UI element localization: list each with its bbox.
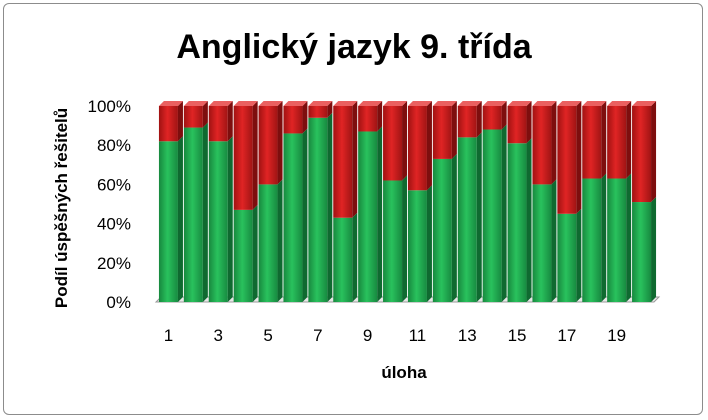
bar-segment-success <box>507 138 532 302</box>
bar-segment-fail <box>557 101 582 214</box>
bar-segment-success <box>258 179 283 302</box>
chart-title: Anglický jazyk 9. třída <box>176 28 532 66</box>
bar-segment-success <box>407 185 432 302</box>
bar-segment-success <box>233 204 258 302</box>
bar-segment-success <box>607 173 632 302</box>
x-tick-label: 1 <box>164 326 173 345</box>
bar-segment-success <box>158 136 183 302</box>
bar-segment-fail <box>432 101 457 159</box>
bar-segment-fail <box>333 101 358 218</box>
bar-segment-fail <box>582 101 607 179</box>
bar-segment-success <box>183 122 208 302</box>
y-tick-label: 0% <box>106 293 131 312</box>
y-tick-label: 60% <box>97 175 131 194</box>
x-tick-label: 15 <box>508 326 527 345</box>
bar-segment-fail <box>258 101 283 185</box>
x-tick-label: 5 <box>263 326 272 345</box>
y-axis-ticks: 0% 20% 40% 60% 80% 100% <box>88 97 131 312</box>
bar-segment-success <box>358 126 383 302</box>
x-axis-ticks: 1 3 5 7 9 11 13 15 17 19 <box>164 326 626 345</box>
bar-segment-success <box>283 128 308 302</box>
bar-segment-success <box>557 208 582 302</box>
bar-segment-success <box>208 136 233 302</box>
bar-segment-fail <box>158 101 183 142</box>
bars <box>158 101 657 303</box>
x-tick-label: 7 <box>313 326 322 345</box>
bar-segment-success <box>432 153 457 302</box>
bar-segment-fail <box>482 101 507 130</box>
bar-segment-fail <box>632 101 657 203</box>
y-tick-label: 40% <box>97 215 131 234</box>
y-axis-label: Podíl úspěšných řešitelů <box>52 108 71 308</box>
bar-segment-success <box>333 212 358 302</box>
x-tick-label: 3 <box>214 326 223 345</box>
y-tick-label: 20% <box>97 254 131 273</box>
bar-segment-fail <box>383 101 408 181</box>
x-tick-label: 19 <box>607 326 626 345</box>
y-tick-label: 80% <box>97 136 131 155</box>
bar-segment-fail <box>358 101 383 132</box>
bar-segment-fail <box>308 101 333 118</box>
bar-segment-success <box>308 112 333 302</box>
bar-segment-fail <box>183 101 208 128</box>
bar-segment-success <box>532 179 557 302</box>
bar-segment-fail <box>532 101 557 185</box>
bar-segment-fail <box>283 101 308 134</box>
x-tick-label: 17 <box>557 326 576 345</box>
bar-segment-fail <box>457 101 482 138</box>
bar-segment-fail <box>208 101 233 142</box>
bar-segment-success <box>383 175 408 302</box>
x-tick-label: 9 <box>363 326 372 345</box>
bar-segment-fail <box>507 101 532 144</box>
bar-segment-success <box>482 124 507 303</box>
bar-segment-fail <box>607 101 632 179</box>
x-tick-label: 13 <box>458 326 477 345</box>
x-axis-label: úloha <box>381 363 427 382</box>
bar-segment-success <box>632 197 657 302</box>
bar-segment-fail <box>407 101 432 191</box>
bar-segment-success <box>582 173 607 302</box>
bar-segment-fail <box>233 101 258 210</box>
y-tick-label: 100% <box>88 97 131 116</box>
bar-segment-success <box>457 132 482 302</box>
x-tick-label: 11 <box>409 326 427 345</box>
